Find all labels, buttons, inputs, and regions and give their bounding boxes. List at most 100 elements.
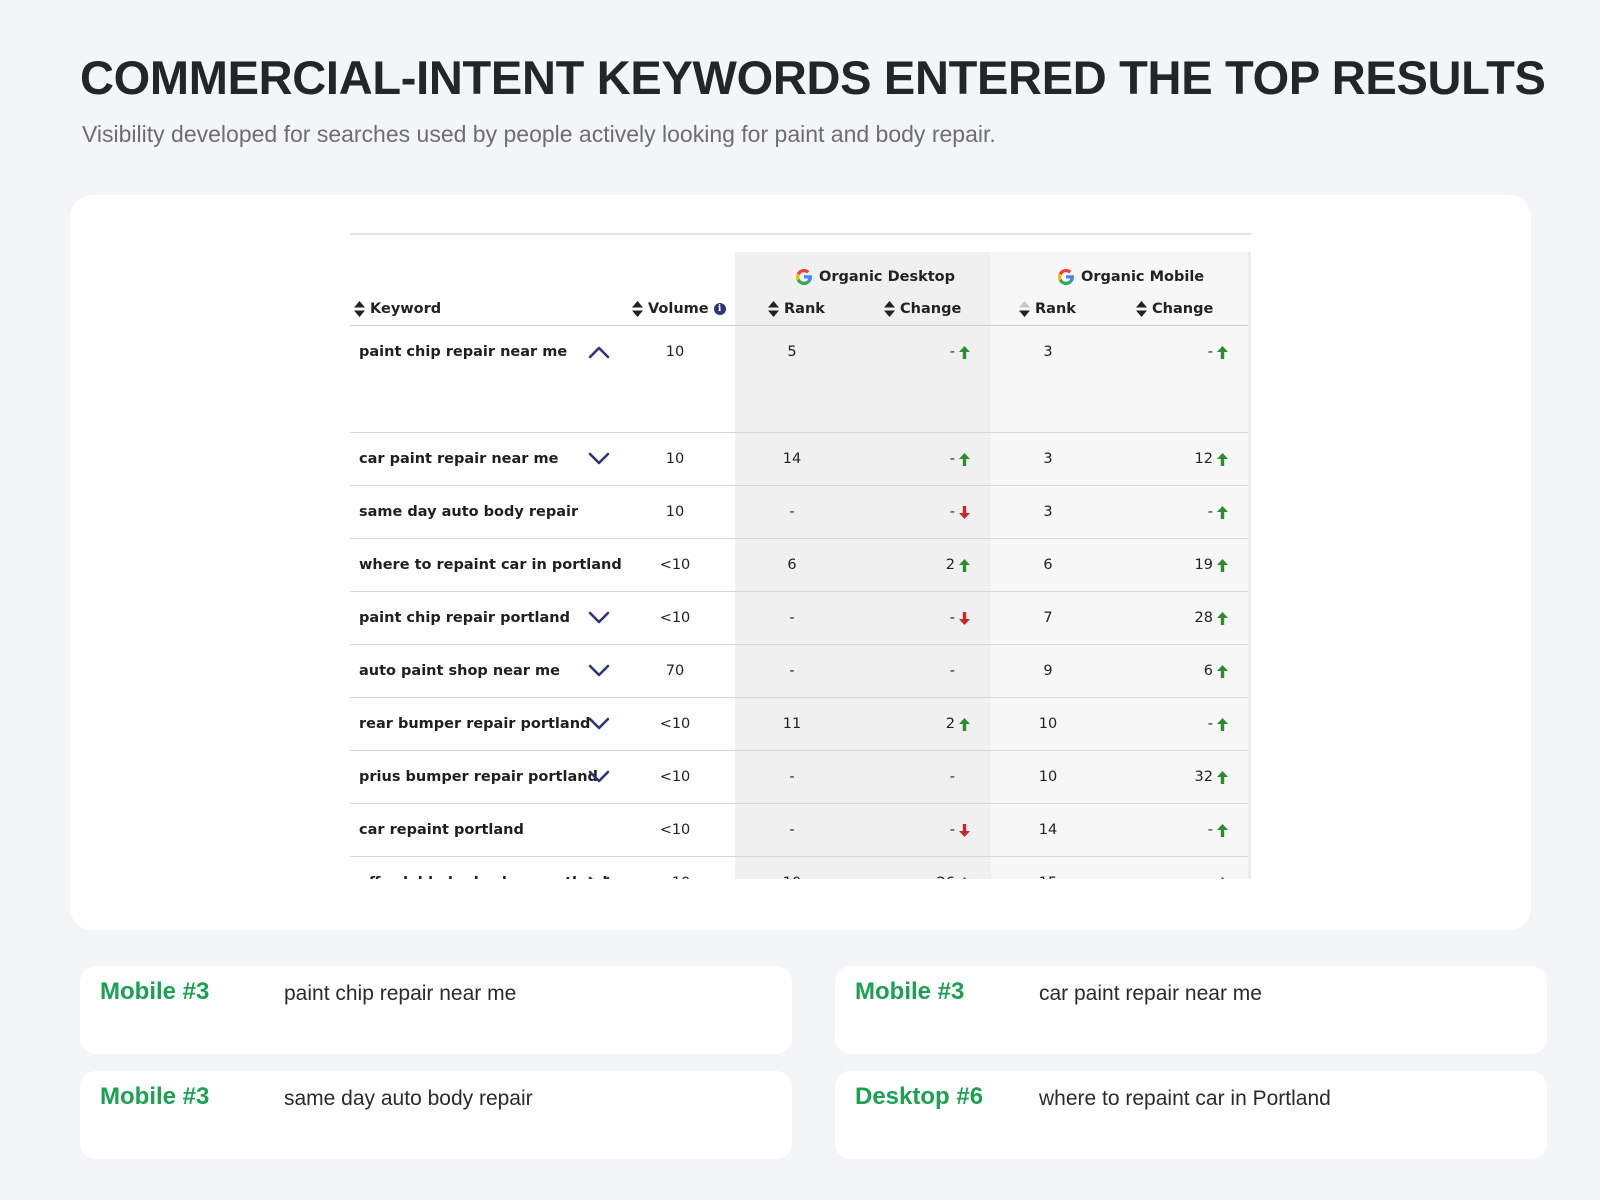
volume-cell: <10 (659, 716, 691, 732)
group-organic-mobile-label: Organic Mobile (1081, 269, 1205, 285)
table-right-edge (1248, 252, 1251, 879)
sort-mobile-rank-header[interactable]: Rank (1019, 297, 1076, 321)
mobile-change-cell: - (1130, 326, 1228, 378)
expand-toggle[interactable] (587, 698, 611, 750)
arrow-up-icon (1217, 558, 1228, 572)
volume-cell: 10 (665, 451, 685, 467)
table-row[interactable]: rear bumper repair portland <10 11 2 10 - (350, 698, 1248, 751)
volume-cell: 10 (665, 344, 685, 360)
sort-ascending-icon (1019, 301, 1030, 317)
desktop-change-cell: 26 (870, 857, 970, 879)
expand-toggle[interactable] (587, 326, 611, 378)
highlight-keyword: same day auto body repair (284, 1087, 533, 1110)
expand-toggle[interactable] (587, 645, 611, 697)
sort-desktop-change-header[interactable]: Change (884, 297, 961, 321)
sort-volume-header[interactable]: Volume i (632, 297, 726, 321)
desktop-rank-cell: 11 (782, 716, 802, 732)
desktop-change-cell: 2 (870, 539, 970, 591)
row-divider (350, 538, 1248, 539)
highlight-position: Mobile #3 (100, 1083, 210, 1110)
group-organic-desktop-label: Organic Desktop (819, 269, 955, 285)
mobile-rank-cell: 14 (1038, 822, 1058, 838)
row-divider (350, 803, 1248, 804)
chevron-down-icon (588, 876, 610, 879)
keyword-cell: car paint repair near me (359, 451, 559, 467)
arrow-placeholder (959, 665, 970, 678)
expand-toggle[interactable] (587, 751, 611, 803)
table-row[interactable]: auto paint shop near me 70 - - 9 6 (350, 645, 1248, 698)
arrow-up-icon (1217, 611, 1228, 625)
desktop-change-value: - (949, 769, 955, 785)
mobile-change-value: 19 (1194, 557, 1213, 573)
expand-toggle[interactable] (587, 433, 611, 485)
desktop-change-value: - (949, 451, 955, 467)
table-row[interactable]: prius bumper repair portland <10 - - 10 32 (350, 751, 1248, 804)
table-row[interactable]: car paint repair near me 10 14 - 3 12 (350, 433, 1248, 486)
volume-header-label: Volume (648, 301, 709, 317)
table-row[interactable]: same day auto body repair 10 - - 3 - (350, 486, 1248, 539)
desktop-change-value: 2 (945, 557, 955, 573)
mobile-change-value: - (1207, 504, 1213, 520)
volume-cell: 70 (665, 663, 685, 679)
desktop-change-value: - (949, 344, 955, 360)
mobile-column-band (991, 252, 1251, 879)
mobile-rank-cell: 3 (1043, 451, 1053, 467)
desktop-change-value: 26 (937, 875, 955, 879)
row-divider (350, 644, 1248, 645)
mobile-rank-header-label: Rank (1035, 301, 1076, 317)
mobile-change-header-label: Change (1152, 301, 1214, 317)
sort-desktop-rank-header[interactable]: Rank (768, 297, 825, 321)
highlight-position: Desktop #6 (855, 1083, 984, 1110)
keyword-cell: same day auto body repair (359, 504, 579, 520)
table-row[interactable]: car repaint portland <10 - - 14 - (350, 804, 1248, 857)
group-organic-desktop: Organic Desktop (794, 265, 955, 289)
mobile-change-cell: - (1130, 486, 1228, 538)
arrow-up-icon (1217, 717, 1228, 731)
table-row[interactable]: paint chip repair portland <10 - - 7 28 (350, 592, 1248, 645)
sort-mobile-change-header[interactable]: Change (1136, 297, 1213, 321)
chevron-up-icon (588, 346, 610, 359)
sort-icon (632, 301, 643, 317)
keyword-cell: rear bumper repair portland (359, 716, 591, 732)
highlight-card: Mobile #3 car paint repair near me (835, 966, 1547, 1054)
desktop-rank-cell: 10 (747, 857, 837, 879)
arrow-up-icon (1217, 664, 1228, 678)
arrow-up-icon (959, 717, 970, 731)
desktop-rank-cell: 14 (782, 451, 802, 467)
table-row[interactable]: where to repaint car in portland <10 6 2 6 19 (350, 539, 1248, 592)
info-icon[interactable]: i (713, 303, 726, 315)
sort-icon (354, 301, 365, 317)
keyword-cell: affordable body shop portland (359, 857, 607, 879)
mobile-change-cell: - (1130, 698, 1228, 750)
arrow-up-icon (1217, 770, 1228, 784)
row-divider (350, 856, 1248, 857)
mobile-rank-cell: 15 (1003, 857, 1093, 879)
mobile-change-value: 32 (1194, 769, 1213, 785)
expand-toggle[interactable] (587, 592, 611, 644)
table-row[interactable]: affordable body shop portland <10 10 26 15 (350, 857, 1248, 879)
desktop-change-cell: - (870, 751, 970, 803)
header-divider (350, 325, 1248, 326)
table-row[interactable]: paint chip repair near me 10 5 - 3 - (350, 326, 1248, 433)
expand-toggle[interactable] (587, 857, 611, 879)
mobile-rank-cell: 9 (1043, 663, 1053, 679)
desktop-change-value: - (949, 610, 955, 626)
page-subtitle: Visibility developed for searches used b… (82, 121, 996, 147)
highlight-keyword: paint chip repair near me (284, 982, 517, 1005)
keyword-cell: prius bumper repair portland (359, 769, 598, 785)
keyword-cell: auto paint shop near me (359, 663, 560, 679)
sort-keyword-header[interactable]: Keyword (354, 297, 441, 321)
desktop-change-value: - (949, 822, 955, 838)
highlight-keyword: where to repaint car in Portland (1039, 1087, 1331, 1110)
desktop-change-header-label: Change (900, 301, 962, 317)
arrow-up-icon (1217, 452, 1228, 466)
mobile-change-cell: 28 (1130, 592, 1228, 644)
arrow-up-icon (959, 345, 970, 359)
arrow-up-icon (959, 558, 970, 572)
keyword-header-label: Keyword (370, 301, 442, 317)
volume-cell: <10 (630, 857, 720, 879)
mobile-change-cell: - (1130, 804, 1228, 856)
desktop-rank-cell: - (789, 663, 795, 679)
mobile-rank-cell: 6 (1043, 557, 1053, 573)
arrow-up-icon (1217, 823, 1228, 837)
